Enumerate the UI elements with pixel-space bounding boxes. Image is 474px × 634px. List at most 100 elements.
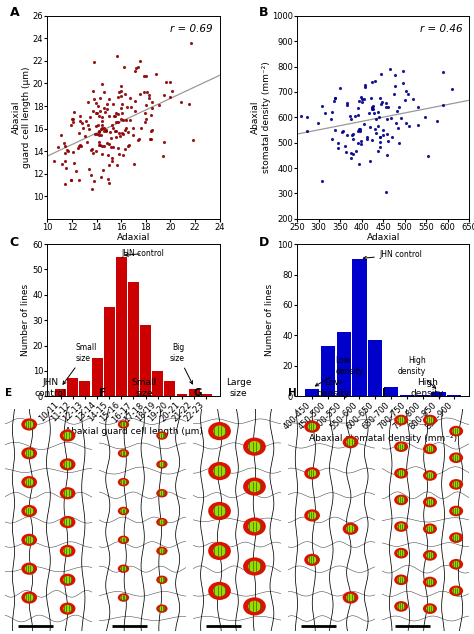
Point	[131, 107, 139, 117]
Point	[78, 141, 85, 151]
Point	[112, 133, 119, 143]
Point	[389, 133, 396, 143]
Ellipse shape	[159, 606, 165, 611]
Point	[105, 139, 113, 150]
Point	[159, 151, 166, 161]
Bar	[431, 392, 446, 396]
Ellipse shape	[25, 507, 34, 515]
Point	[120, 62, 128, 72]
Ellipse shape	[60, 574, 75, 586]
Ellipse shape	[21, 592, 37, 604]
Point	[92, 146, 100, 156]
Point	[76, 116, 83, 126]
Point	[303, 112, 310, 122]
Point	[331, 93, 338, 103]
Point	[61, 156, 68, 166]
Point	[124, 127, 131, 138]
Point	[392, 119, 400, 129]
Point	[100, 141, 108, 152]
Ellipse shape	[156, 489, 168, 498]
Ellipse shape	[243, 477, 266, 496]
Ellipse shape	[394, 415, 408, 425]
Point	[121, 89, 129, 100]
Point	[328, 114, 335, 124]
Bar	[416, 395, 430, 396]
Ellipse shape	[118, 420, 129, 429]
Point	[114, 143, 122, 153]
Ellipse shape	[394, 521, 408, 532]
Ellipse shape	[394, 601, 408, 612]
Point	[79, 123, 87, 133]
Text: High
density: High density	[398, 356, 436, 388]
Ellipse shape	[426, 579, 434, 585]
Point	[114, 117, 122, 127]
Point	[383, 129, 391, 139]
Point	[108, 133, 115, 143]
Point	[337, 82, 344, 93]
Point	[161, 136, 168, 146]
Point	[399, 78, 407, 88]
Ellipse shape	[25, 421, 34, 428]
Point	[400, 66, 407, 76]
Ellipse shape	[452, 588, 460, 594]
Ellipse shape	[423, 415, 437, 425]
Point	[91, 93, 98, 103]
Bar	[116, 257, 127, 396]
Point	[130, 159, 138, 169]
Point	[319, 101, 326, 111]
Point	[148, 103, 155, 113]
Ellipse shape	[426, 526, 434, 532]
Point	[370, 101, 377, 111]
Point	[330, 96, 338, 106]
Ellipse shape	[64, 576, 72, 583]
Point	[112, 108, 119, 118]
Ellipse shape	[449, 533, 463, 543]
Ellipse shape	[25, 450, 34, 457]
Ellipse shape	[208, 422, 231, 440]
Point	[137, 89, 144, 100]
Point	[394, 122, 402, 133]
Ellipse shape	[156, 547, 168, 555]
Ellipse shape	[346, 525, 355, 533]
Ellipse shape	[243, 557, 266, 576]
Point	[63, 145, 71, 155]
Point	[100, 124, 108, 134]
Text: JHN control: JHN control	[121, 249, 164, 258]
Point	[87, 112, 94, 122]
Point	[75, 141, 83, 151]
Point	[96, 93, 104, 103]
Point	[64, 146, 72, 156]
Ellipse shape	[64, 489, 72, 497]
Point	[374, 146, 382, 157]
Point	[356, 124, 364, 134]
Ellipse shape	[21, 562, 37, 575]
X-axis label: Abaxial guard cell length (μm): Abaxial guard cell length (μm)	[64, 427, 202, 436]
Bar	[337, 332, 351, 396]
Ellipse shape	[248, 601, 261, 612]
Point	[68, 114, 76, 124]
Ellipse shape	[248, 441, 261, 452]
Ellipse shape	[248, 561, 261, 572]
Point	[103, 124, 110, 134]
Text: r = 0.69: r = 0.69	[170, 24, 213, 34]
Ellipse shape	[159, 462, 165, 467]
Ellipse shape	[426, 605, 434, 612]
Point	[115, 92, 122, 102]
Ellipse shape	[120, 508, 127, 514]
Point	[94, 101, 101, 111]
Point	[93, 129, 101, 139]
Ellipse shape	[21, 447, 37, 460]
Ellipse shape	[25, 536, 34, 543]
Point	[70, 158, 78, 168]
Point	[103, 138, 111, 148]
Ellipse shape	[208, 582, 231, 600]
Text: Low
density: Low density	[315, 356, 364, 386]
Point	[376, 137, 384, 147]
Point	[91, 129, 99, 139]
Point	[61, 179, 69, 189]
Point	[141, 117, 149, 127]
Point	[108, 152, 116, 162]
Point	[190, 135, 197, 145]
Point	[390, 89, 397, 100]
Ellipse shape	[343, 436, 358, 448]
